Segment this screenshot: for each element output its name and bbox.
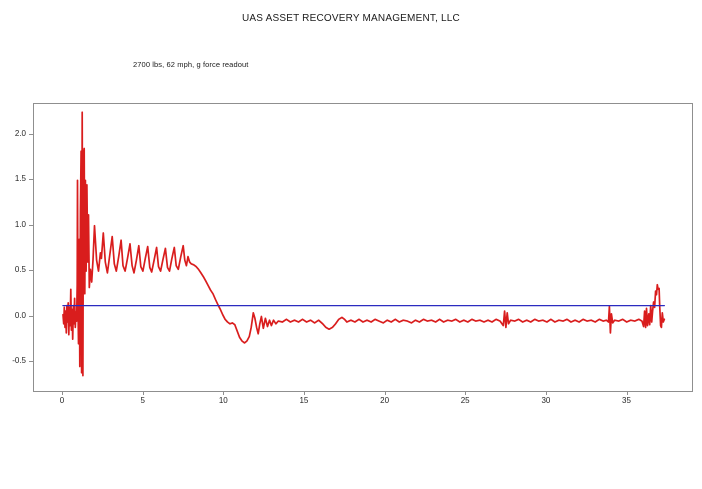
gforce-trace-line (62, 111, 666, 377)
x-tick-mark (384, 391, 386, 395)
y-tick-mark (29, 224, 33, 226)
chart-title: UAS ASSET RECOVERY MANAGEMENT, LLC (242, 13, 460, 24)
y-tick-mark (29, 133, 33, 135)
y-tick-label: 1.0 (14, 219, 26, 229)
x-tick-mark (303, 391, 305, 395)
y-tick-label: 1.5 (14, 174, 26, 184)
x-tick-mark (626, 391, 628, 395)
y-tick-mark (29, 270, 33, 272)
x-tick-label: 25 (460, 396, 470, 405)
x-tick-label: 30 (541, 396, 551, 405)
y-tick-mark (29, 179, 33, 181)
line-plot-canvas (62, 111, 666, 377)
y-tick-label: 0.0 (14, 310, 26, 320)
x-tick-mark (62, 391, 63, 395)
x-tick-mark (223, 391, 225, 395)
y-tick-mark (29, 315, 33, 317)
x-tick-label: 0 (59, 396, 65, 405)
x-tick-mark (142, 391, 144, 395)
x-tick-label: 35 (622, 396, 631, 405)
y-tick-label: 2.0 (14, 128, 26, 138)
plot-area (33, 103, 693, 392)
x-tick-label: 5 (140, 396, 145, 405)
x-tick-label: 10 (218, 396, 228, 405)
chart-subtitle: 2700 lbs, 62 mph, g force readout (133, 60, 249, 69)
y-tick-mark (29, 360, 33, 362)
y-tick-label: 0.5 (14, 265, 26, 275)
x-tick-label: 15 (299, 396, 309, 405)
x-tick-mark (545, 391, 547, 395)
x-tick-label: 20 (380, 396, 390, 405)
y-tick-label: -0.5 (12, 355, 26, 365)
x-tick-mark (465, 391, 467, 395)
